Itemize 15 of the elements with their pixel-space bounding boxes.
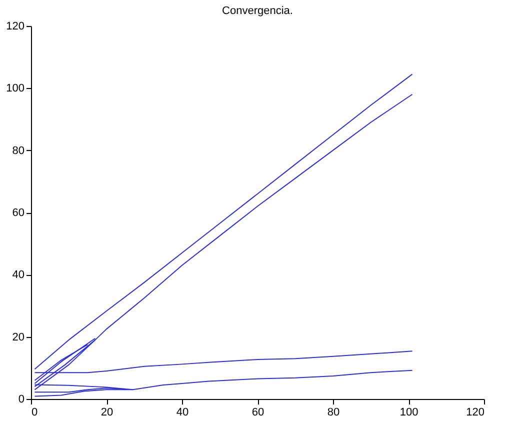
y-tick-label: 20 [12,331,24,344]
x-tick-label: 40 [176,406,189,418]
x-tick-label: 0 [32,406,38,418]
y-tick-label: 60 [12,207,24,219]
y-tick-label: 100 [6,82,24,95]
x-tick-label: 120 [466,406,484,418]
x-tick-label: 60 [252,406,264,418]
x-tick-label: 20 [100,406,114,418]
chart-title: Convergencia. [222,5,293,17]
y-tick-label: 120 [6,20,24,32]
x-tick-label: 80 [327,406,340,418]
y-tick-label: 80 [12,144,24,157]
y-tick-label: 40 [12,269,24,282]
y-tick-label: 0 [18,394,24,406]
x-tick-label: 100 [400,406,418,418]
